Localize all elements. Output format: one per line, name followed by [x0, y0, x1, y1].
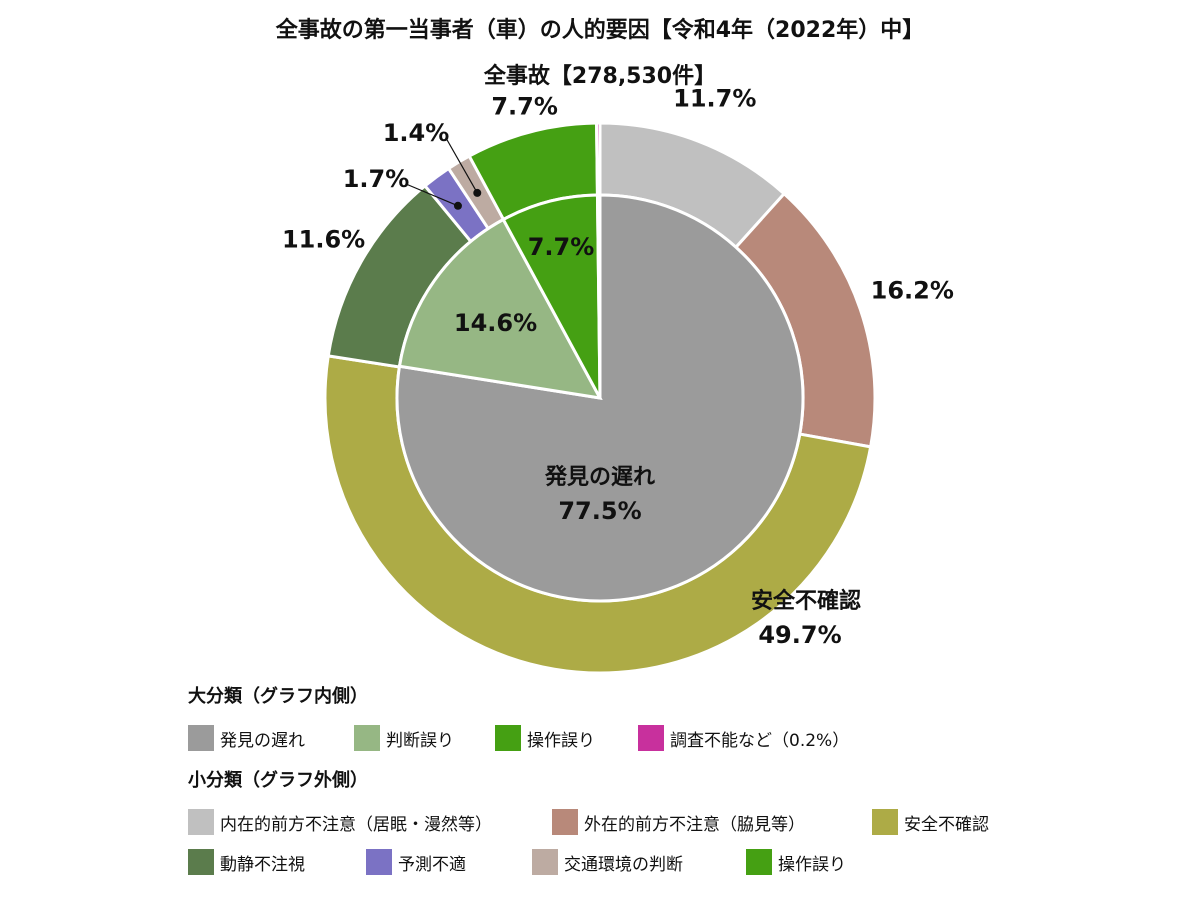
legend-swatch: [638, 725, 664, 751]
legend-label: 交通環境の判断: [564, 854, 683, 875]
legend-outer-row-1: 内在的前方不注意（居眠・漫然等） 外在的前方不注意（脇見等） 安全不確認: [188, 802, 989, 842]
outer-data-label-6: 7.7%: [491, 93, 558, 121]
legend-item: 動静不注視: [188, 849, 366, 875]
legend-outer-title: 小分類（グラフ外側）: [188, 770, 368, 791]
leader-line-5: [445, 137, 478, 194]
legend-item: 調査不能など（0.2%）: [638, 725, 849, 751]
legend-inner: 大分類（グラフ内側） 発見の遅れ 判断誤り 操作誤り 調査不能など（0.2%）: [188, 682, 849, 758]
legend-item: 予測不適: [366, 849, 532, 875]
legend-label: 判断誤り: [386, 730, 454, 751]
outer-slice-7: [595, 121, 602, 197]
legend-swatch: [532, 849, 558, 875]
chart-subtitle: 全事故【278,530件】: [483, 64, 717, 89]
inner-pie: [395, 193, 805, 603]
legend-item: 発見の遅れ: [188, 725, 354, 751]
legend-item: 操作誤り: [746, 849, 846, 875]
outer-data-label-1: 16.2%: [871, 276, 954, 304]
legend-label: 発見の遅れ: [220, 730, 305, 751]
legend-label: 操作誤り: [778, 854, 846, 875]
legend-label: 予測不適: [398, 854, 466, 875]
legend-outer: 小分類（グラフ外側） 内在的前方不注意（居眠・漫然等） 外在的前方不注意（脇見等…: [188, 766, 989, 882]
legend-swatch: [552, 809, 578, 835]
inner-main-value-label: 77.5%: [558, 497, 641, 525]
legend-swatch: [872, 809, 898, 835]
outer-data-label-4: 1.7%: [343, 165, 410, 193]
inner-main-name-label: 発見の遅れ: [544, 465, 655, 490]
legend-item: 安全不確認: [872, 809, 989, 835]
legend-swatch: [188, 725, 214, 751]
legend-inner-row: 発見の遅れ 判断誤り 操作誤り 調査不能など（0.2%）: [188, 718, 849, 758]
outer-data-label-0: 11.7%: [673, 84, 756, 112]
legend-swatch: [354, 725, 380, 751]
inner-data-label-1: 14.6%: [454, 309, 537, 337]
legend-item: 判断誤り: [354, 725, 495, 751]
legend-item: 外在的前方不注意（脇見等）: [552, 809, 872, 835]
outer-main-name-label: 安全不確認: [751, 588, 861, 614]
legend-item: 内在的前方不注意（居眠・漫然等）: [188, 809, 552, 835]
legend-swatch: [746, 849, 772, 875]
legend-outer-row-2: 動静不注視 予測不適 交通環境の判断 操作誤り: [188, 842, 989, 882]
legend-label: 調査不能など（0.2%）: [670, 730, 850, 751]
inner-slice-1: [397, 217, 603, 400]
inner-data-label-2: 7.7%: [528, 233, 595, 261]
legend-swatch: [188, 849, 214, 875]
legend-label: 外在的前方不注意（脇見等）: [584, 814, 805, 835]
outer-data-label-3: 11.6%: [282, 226, 365, 254]
outer-data-label-5: 1.4%: [383, 119, 450, 147]
legend-swatch: [366, 849, 392, 875]
legend-item: 交通環境の判断: [532, 849, 746, 875]
legend-swatch: [188, 809, 214, 835]
legend-label: 動静不注視: [220, 854, 305, 875]
donut-chart: 11.7% 16.2% 11.6% 7.7% 1.7% 1.4% 安全不確認 49.7% 発見の…: [282, 84, 954, 675]
inner-slice-3: [595, 193, 602, 399]
inner-slice-2: [501, 193, 602, 399]
leader-line-4: [405, 183, 459, 207]
outer-main-value-label: 49.7%: [758, 621, 841, 649]
legend-inner-title: 大分類（グラフ内側）: [188, 686, 368, 707]
legend-label: 操作誤り: [527, 730, 595, 751]
legend-label: 安全不確認: [904, 814, 989, 835]
legend-swatch: [495, 725, 521, 751]
legend-item: 操作誤り: [495, 725, 638, 751]
slice-labels: 11.7% 16.2% 11.6% 7.7% 1.7% 1.4% 安全不確認 49.7% 発見の…: [282, 84, 954, 649]
chart-title: 全事故の第一当事者（車）の人的要因【令和4年（2022年）中】: [275, 18, 925, 43]
legend-label: 内在的前方不注意（居眠・漫然等）: [220, 814, 492, 835]
